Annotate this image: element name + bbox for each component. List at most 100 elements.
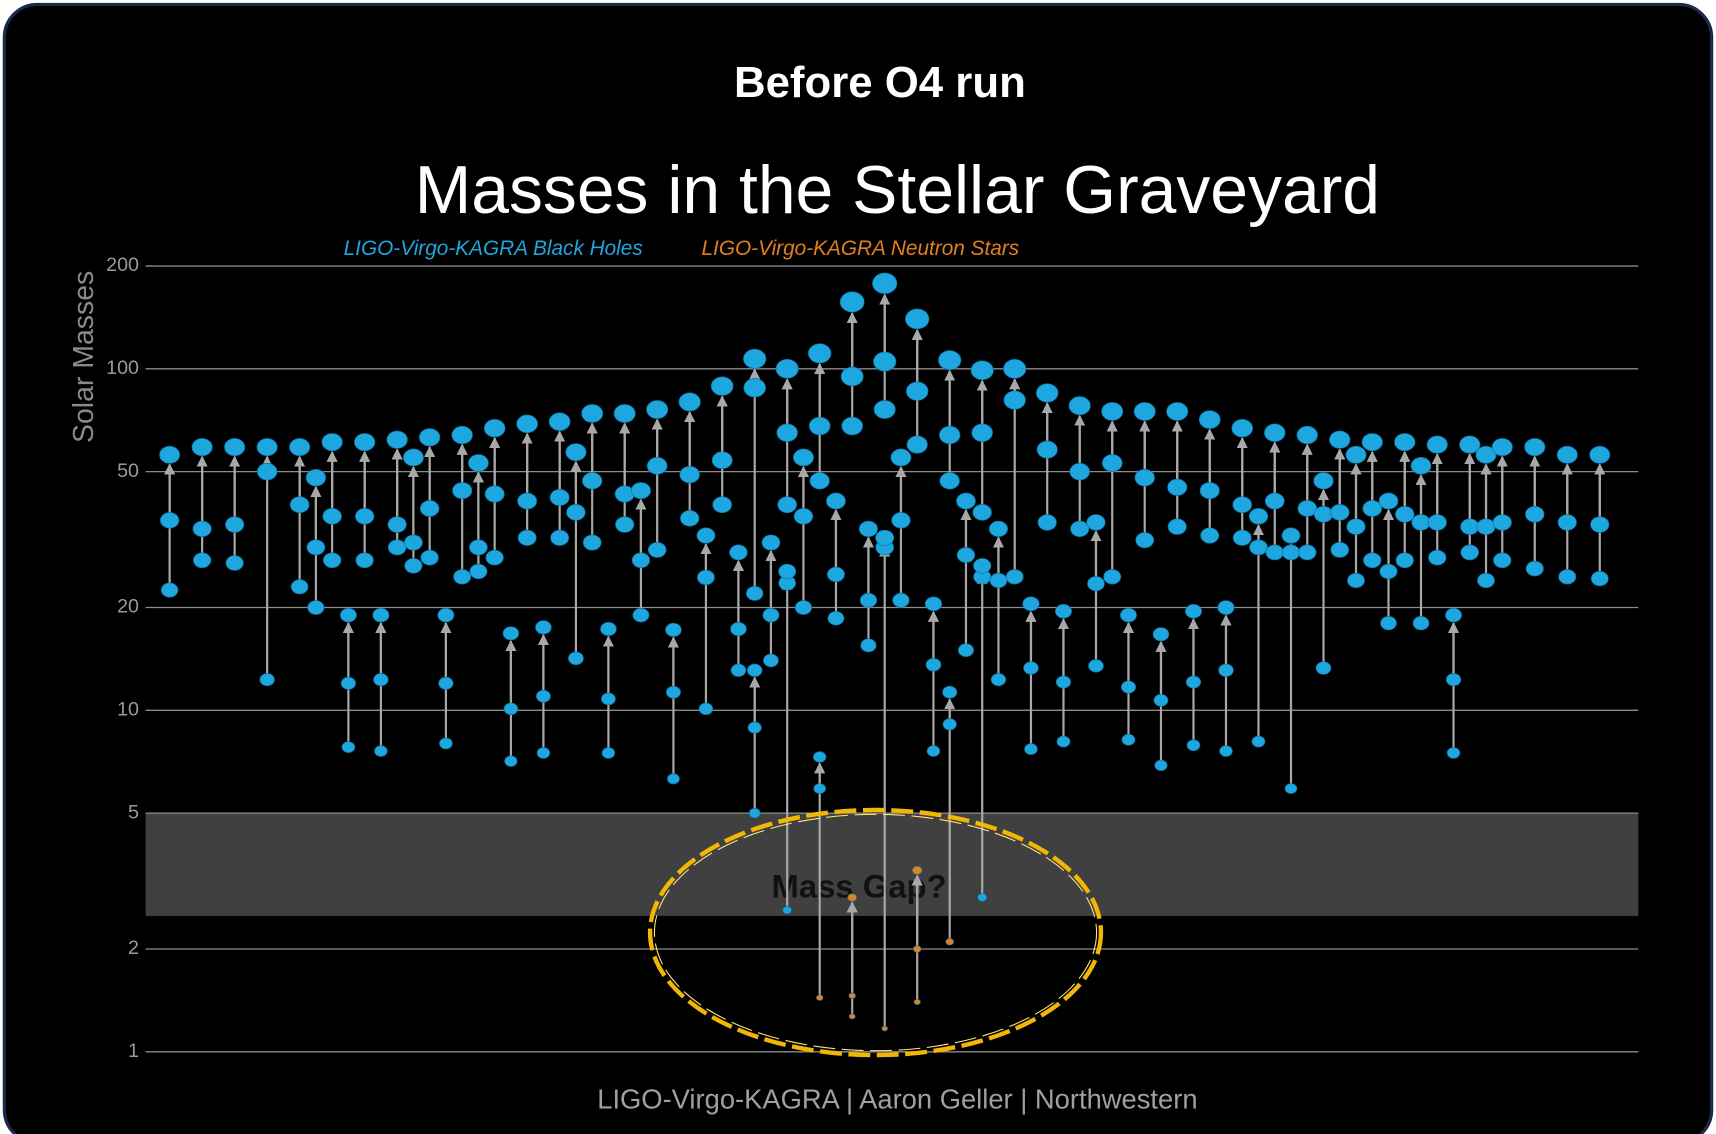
component-dot — [536, 747, 551, 759]
remnant-dot — [872, 272, 898, 295]
component-dot — [1492, 514, 1512, 531]
component-dot — [1154, 759, 1168, 771]
component-dot — [743, 378, 766, 398]
component-dot — [712, 496, 732, 514]
remnant-dot — [696, 527, 716, 544]
component-dot — [762, 607, 780, 623]
component-dot — [1249, 539, 1268, 556]
component-dot — [763, 653, 779, 668]
chart-title: Masses in the Stellar Graveyard — [415, 153, 1380, 228]
remnant-dot — [970, 360, 994, 381]
component-dot — [1024, 743, 1038, 755]
header-title: Before O4 run — [734, 58, 1026, 107]
component-dot — [1199, 482, 1220, 500]
component-dot — [746, 585, 764, 601]
remnant-dot — [1086, 514, 1106, 531]
component-dot — [848, 992, 856, 999]
remnant-dot — [256, 438, 278, 457]
remnant-dot — [973, 558, 992, 574]
remnant-dot — [1378, 492, 1399, 510]
component-dot — [387, 539, 407, 556]
component-dot — [1411, 514, 1431, 531]
component-dot — [990, 673, 1007, 687]
remnant-dot — [159, 445, 181, 464]
component-dot — [615, 516, 635, 533]
component-dot — [404, 534, 423, 551]
remnant-dot — [729, 544, 748, 561]
remnant-dot — [1264, 423, 1286, 442]
remnant-dot — [1166, 402, 1189, 421]
component-dot — [1186, 739, 1201, 752]
remnant-dot — [548, 412, 571, 431]
component-dot — [794, 600, 812, 615]
y-tick-label: 10 — [117, 699, 139, 721]
component-dot — [374, 745, 388, 757]
component-dot — [1477, 572, 1495, 589]
component-dot — [439, 737, 453, 750]
component-dot — [1281, 544, 1301, 561]
component-dot — [848, 1013, 856, 1020]
component-dot — [1167, 518, 1187, 535]
component-dot — [632, 607, 650, 623]
component-dot — [517, 492, 538, 510]
remnant-dot — [813, 751, 827, 763]
y-tick-label: 200 — [106, 254, 139, 276]
remnant-dot — [746, 663, 763, 677]
component-dot — [1380, 616, 1397, 631]
component-dot — [1476, 518, 1496, 535]
remnant-dot — [1524, 438, 1546, 457]
component-dot — [1428, 549, 1447, 566]
component-dot — [809, 472, 830, 490]
remnant-dot — [535, 620, 552, 635]
remnant-dot — [875, 529, 895, 546]
remnant-dot — [1426, 435, 1448, 454]
component-dot — [1103, 569, 1122, 585]
remnant-dot — [988, 520, 1008, 537]
component-dot — [646, 457, 668, 475]
component-dot — [667, 773, 680, 785]
component-dot — [549, 489, 570, 506]
remnant-dot — [1313, 472, 1334, 490]
component-dot — [827, 611, 845, 626]
remnant-dot — [911, 865, 923, 875]
remnant-dot — [1281, 527, 1301, 544]
component-dot — [568, 651, 584, 666]
remnant-dot — [793, 448, 814, 467]
component-dot — [881, 1025, 888, 1032]
component-dot — [1346, 518, 1366, 535]
remnant-dot — [1217, 600, 1235, 615]
component-dot — [971, 423, 993, 442]
remnant-dot — [581, 404, 604, 423]
component-dot — [453, 569, 472, 585]
component-dot — [631, 552, 651, 569]
remnant-dot — [1231, 419, 1253, 438]
component-dot — [420, 549, 439, 566]
component-dot — [340, 676, 356, 690]
y-tick-label: 5 — [128, 801, 139, 823]
component-dot — [813, 783, 826, 794]
component-dot — [1153, 693, 1169, 707]
component-dot — [892, 592, 910, 608]
y-tick-label: 1 — [128, 1040, 139, 1062]
remnant-dot — [1345, 445, 1367, 464]
component-dot — [860, 638, 877, 653]
component-dot — [680, 510, 700, 527]
component-dot — [259, 673, 275, 687]
component-dot — [1460, 544, 1479, 561]
remnant-dot — [1185, 604, 1202, 619]
remnant-dot — [1394, 433, 1416, 452]
remnant-dot — [847, 893, 858, 902]
component-dot — [373, 673, 389, 687]
component-dot — [841, 416, 863, 436]
component-dot — [387, 516, 407, 533]
remnant-dot — [403, 448, 424, 467]
component-dot — [926, 745, 941, 757]
component-dot — [782, 906, 792, 915]
component-dot — [289, 496, 310, 514]
component-dot — [1330, 541, 1349, 558]
remnant-dot — [354, 433, 376, 452]
component-dot — [906, 435, 928, 454]
component-dot — [1265, 544, 1284, 561]
component-dot — [912, 945, 922, 953]
